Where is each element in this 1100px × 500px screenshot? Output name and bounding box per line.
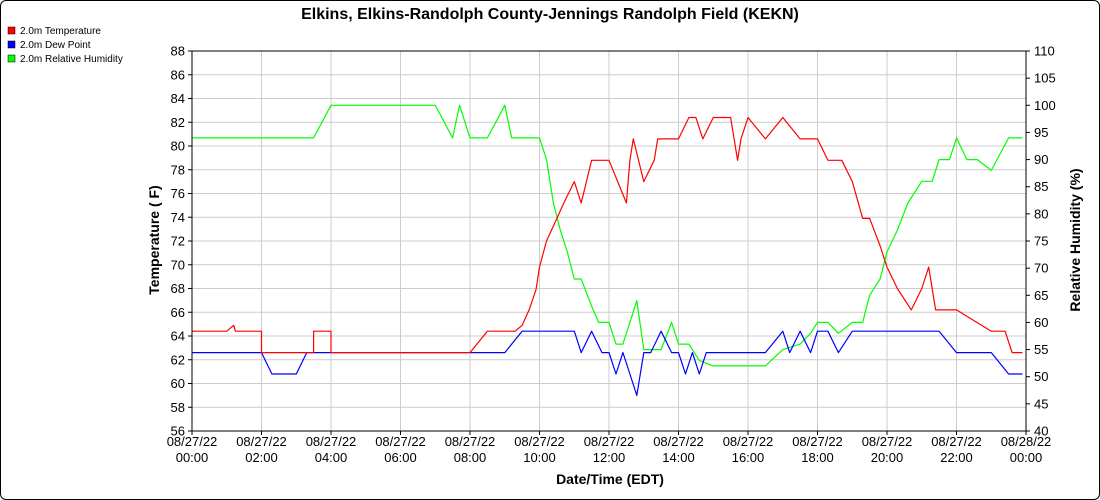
legend-label: 2.0m Relative Humidity [20,54,123,65]
grid [191,50,1027,432]
left-tick-label: 62 [171,352,185,367]
series-line-2-0m-temperature [192,116,1023,354]
x-tick-time: 02:00 [245,450,278,465]
legend: 2.0m Temperature 2.0m Dew Point 2.0m Relat… [7,26,123,65]
right-tick-label: 105 [1034,71,1056,86]
left-tick-label: 84 [171,91,185,106]
x-tick-date: 08/27/22 [167,434,218,449]
right-tick-label: 90 [1034,152,1048,167]
left-tick-label: 72 [171,234,185,249]
left-tick-label: 60 [171,376,185,391]
left-tick-label: 82 [171,115,185,130]
right-tick-label: 100 [1034,98,1056,113]
y-axis-left-label: Temperature ( F) [146,185,162,294]
x-tick-time: 00:00 [1010,450,1043,465]
series-line-2-0m-relative-humidity [192,104,1023,367]
x-tick-date: 08/27/22 [584,434,635,449]
series-layer [192,104,1023,396]
x-axis: 08/27/2200:0008/27/2202:0008/27/2204:000… [167,431,1052,465]
legend-label: 2.0m Dew Point [20,40,91,51]
x-tick-time: 06:00 [384,450,417,465]
x-tick-date: 08/27/22 [931,434,982,449]
left-tick-label: 78 [171,162,185,177]
x-tick-time: 12:00 [593,450,626,465]
right-tick-label: 85 [1034,179,1048,194]
x-tick-date: 08/27/22 [375,434,426,449]
x-tick-date: 08/27/22 [236,434,287,449]
x-tick-time: 16:00 [732,450,765,465]
x-tick-date: 08/27/22 [792,434,843,449]
right-tick-label: 40 [1034,424,1048,439]
x-tick-time: 14:00 [662,450,695,465]
left-axis: 56 58 60 62 64 66 68 70 72 74 76 78 80 82 84 86 88 [171,44,192,439]
legend-swatch [7,40,16,49]
legend-swatch [7,54,16,63]
x-tick-time: 04:00 [315,450,348,465]
x-tick-date: 08/27/22 [653,434,704,449]
right-tick-label: 75 [1034,234,1048,249]
x-tick-time: 20:00 [871,450,904,465]
left-tick-label: 58 [171,400,185,415]
right-tick-label: 60 [1034,315,1048,330]
right-tick-label: 45 [1034,396,1048,411]
left-tick-label: 66 [171,305,185,320]
x-axis-label: Date/Time (EDT) [556,471,664,487]
chart-title: Elkins, Elkins-Randolph County-Jennings … [301,6,799,23]
x-tick-time: 10:00 [523,450,556,465]
left-tick-label: 64 [171,329,185,344]
right-tick-label: 55 [1034,342,1048,357]
left-tick-label: 76 [171,186,185,201]
left-tick-label: 68 [171,281,185,296]
x-tick-date: 08/28/22 [1001,434,1052,449]
left-tick-label: 70 [171,257,185,272]
x-tick-time: 22:00 [940,450,973,465]
x-tick-date: 08/27/22 [306,434,357,449]
right-tick-label: 70 [1034,261,1048,276]
x-tick-date: 08/27/22 [445,434,496,449]
legend-swatch [7,26,16,35]
x-tick-time: 00:00 [176,450,209,465]
y-axis-right-label: Relative Humidity (%) [1067,168,1083,311]
series-line-2-0m-dew-point [192,330,1023,396]
right-axis: 40 45 50 55 60 65 70 75 80 85 90 95 100 105 110 [1026,44,1056,439]
right-tick-label: 80 [1034,206,1048,221]
right-tick-label: 50 [1034,369,1048,384]
right-tick-label: 95 [1034,125,1048,140]
legend-label: 2.0m Temperature [20,26,101,37]
x-tick-time: 08:00 [454,450,487,465]
left-tick-label: 80 [171,139,185,154]
x-tick-date: 08/27/22 [514,434,565,449]
left-tick-label: 86 [171,67,185,82]
left-tick-label: 88 [171,44,185,59]
right-tick-label: 110 [1034,44,1055,59]
left-tick-label: 56 [171,424,185,439]
x-tick-date: 08/27/22 [862,434,913,449]
x-tick-time: 18:00 [801,450,834,465]
x-tick-date: 08/27/22 [723,434,774,449]
left-tick-label: 74 [171,210,185,225]
right-tick-label: 65 [1034,288,1048,303]
